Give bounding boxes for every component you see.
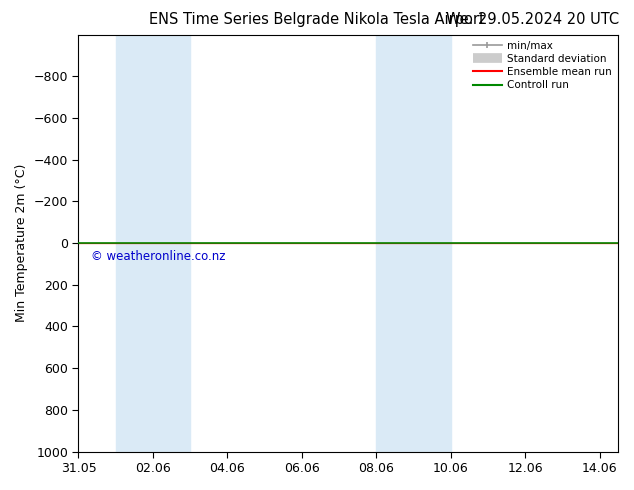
- Bar: [376, 35, 451, 452]
- Bar: [115, 35, 190, 452]
- Legend: min/max, Standard deviation, Ensemble mean run, Controll run: min/max, Standard deviation, Ensemble me…: [469, 37, 616, 95]
- Text: We. 29.05.2024 20 UTC: We. 29.05.2024 20 UTC: [446, 12, 619, 27]
- Text: © weatheronline.co.nz: © weatheronline.co.nz: [91, 250, 226, 264]
- Text: ENS Time Series Belgrade Nikola Tesla Airport: ENS Time Series Belgrade Nikola Tesla Ai…: [149, 12, 485, 27]
- Y-axis label: Min Temperature 2m (°C): Min Temperature 2m (°C): [15, 164, 28, 322]
